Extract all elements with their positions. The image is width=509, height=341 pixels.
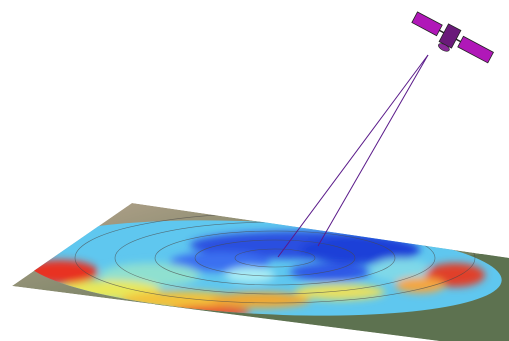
signal-lines	[278, 55, 428, 257]
page: (() => { const data = JSON.parse(documen…	[0, 0, 509, 341]
satellite	[407, 8, 495, 71]
illustration	[0, 0, 509, 341]
field	[0, 200, 509, 341]
